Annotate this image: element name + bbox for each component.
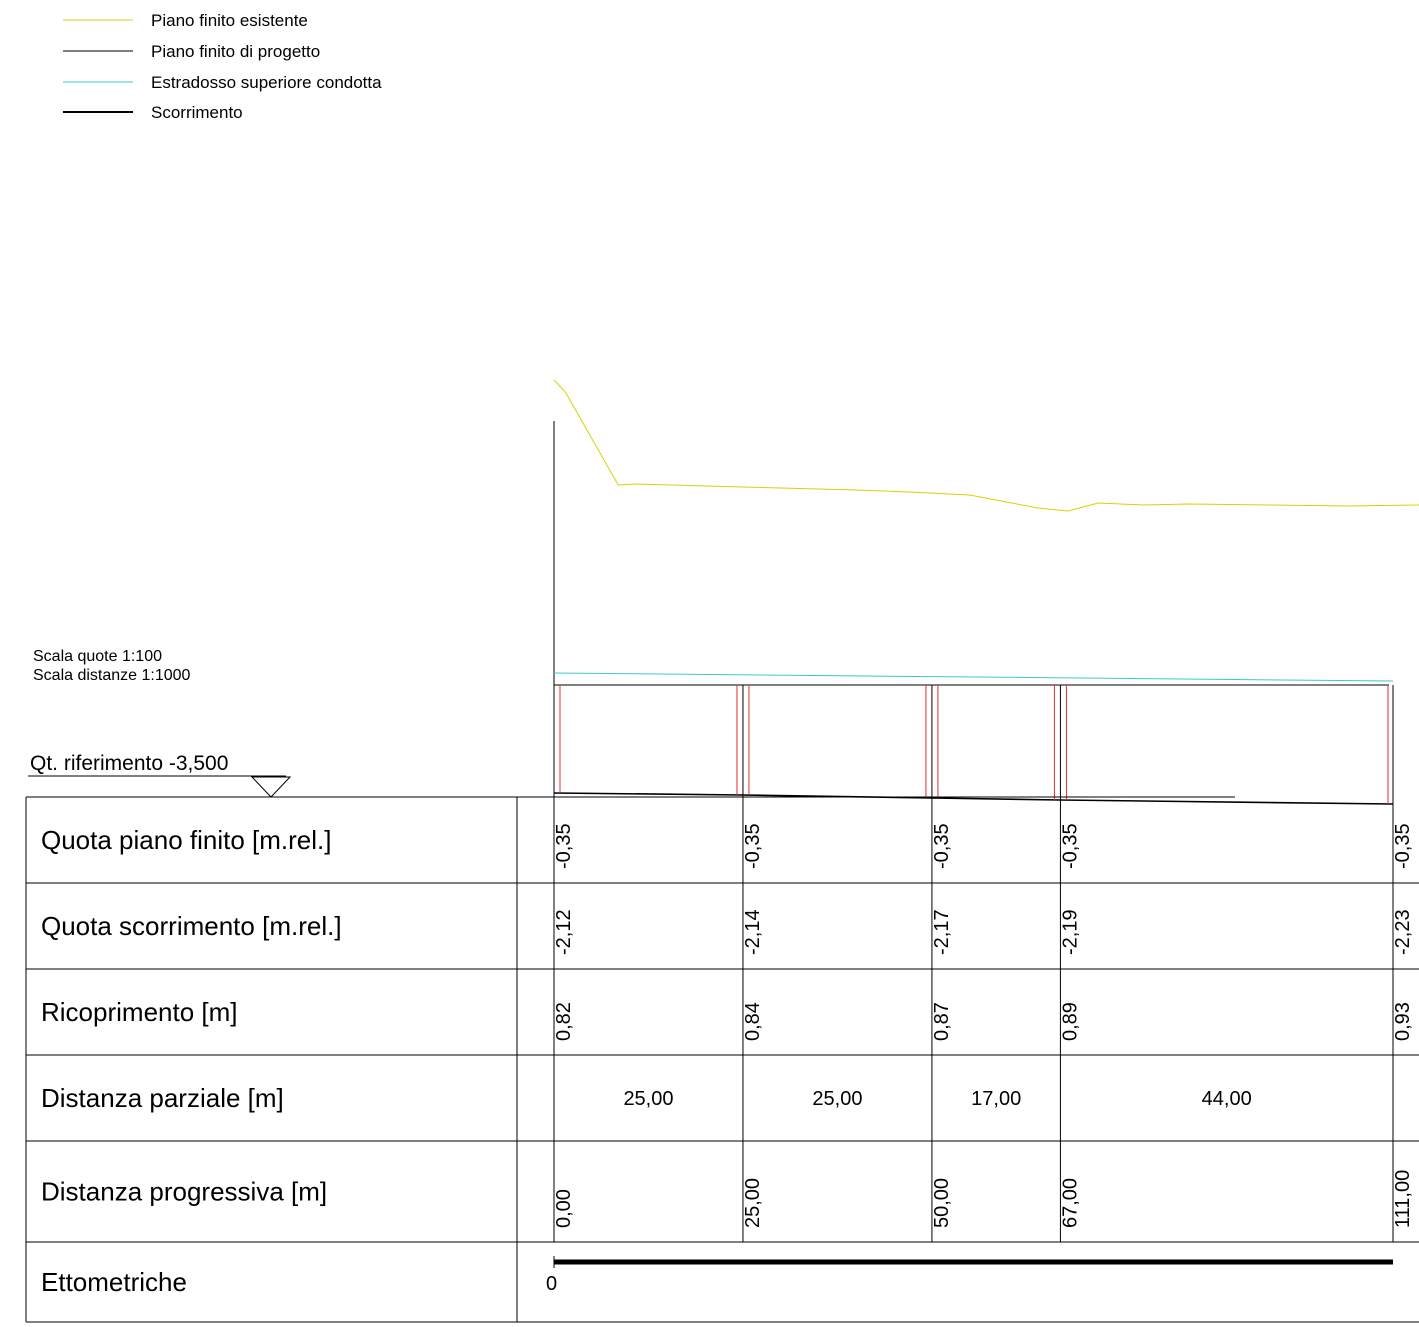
partial-distance-value: 17,00 [971,1088,1021,1110]
cell-value: -0,35 [742,823,764,869]
cell-value: -2,23 [1392,909,1414,955]
legend-item-existing-ground: Piano finito esistente [63,11,308,30]
legend-item-design-ground: Piano finito di progetto [63,42,320,61]
row-title: Distanza progressiva [m] [41,1177,327,1207]
cell-value: -2,17 [931,909,953,955]
legend-label: Scorrimento [151,103,243,122]
invert-line [553,792,1394,805]
cell-value: -0,35 [1059,823,1081,869]
manhole [1053,685,1067,800]
cell-value: 0,84 [742,1002,764,1041]
cell-value: -0,35 [931,823,953,869]
cell-value: 0,00 [553,1189,575,1228]
manhole [736,685,750,795]
legend-item-invert: Scorrimento [63,103,243,122]
partial-distance-value: 44,00 [1202,1088,1252,1110]
scale-distances: Scala distanze 1:1000 [33,667,191,684]
row-title: Quota scorrimento [m.rel.] [41,911,342,941]
legend: Piano finito esistente Piano finito di p… [63,11,382,122]
cell-value: 0,89 [1059,1002,1081,1041]
reference-elevation: Qt. riferimento -3,500 [28,752,292,798]
reference-triangle-icon [250,776,292,798]
partial-distance-value: 25,00 [623,1088,673,1110]
cell-value: 67,00 [1059,1178,1081,1228]
existing-ground-line [553,379,1419,512]
legend-label: Piano finito di progetto [151,42,320,61]
row-title: Quota piano finito [m.rel.] [41,825,331,855]
legend-label: Estradosso superiore condotta [151,73,382,92]
row-title: Distanza parziale [m] [41,1083,284,1113]
partial-distance-value: 25,00 [812,1088,862,1110]
cell-value: -2,19 [1059,909,1081,955]
legend-item-pipe-crown: Estradosso superiore condotta [63,73,382,92]
cell-value: -0,35 [553,823,575,869]
cell-value: 0,82 [553,1002,575,1041]
scale-heights: Scala quote 1:100 [33,648,162,665]
cell-value: -0,35 [1392,823,1414,869]
manhole [925,685,939,798]
profile-drawing [553,379,1419,805]
data-table: Quota piano finito [m.rel.] Quota scorrim… [25,796,1419,1323]
cell-value: -2,14 [742,909,764,955]
row-title: Ettometriche [41,1267,187,1297]
reference-label: Qt. riferimento -3,500 [30,752,228,775]
legend-label: Piano finito esistente [151,11,308,30]
cell-value: 25,00 [742,1178,764,1228]
cell-value: 111,00 [1392,1170,1414,1228]
hectometre-label: 0 [546,1273,557,1295]
cell-value: 0,87 [931,1002,953,1041]
pipe-crown-line [553,672,1394,682]
cell-value: 50,00 [931,1178,953,1228]
cell-value: 0,93 [1392,1002,1414,1041]
cell-value: -2,12 [553,909,575,955]
row-title: Ricoprimento [m] [41,997,238,1027]
